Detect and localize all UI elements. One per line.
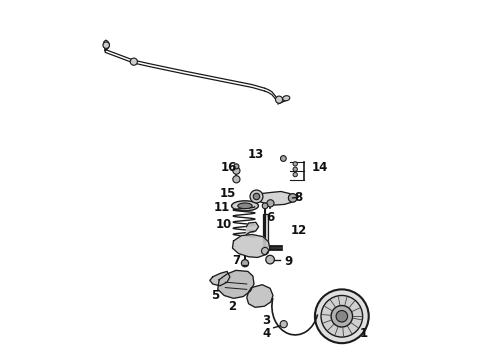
Polygon shape <box>210 271 230 286</box>
Text: 10: 10 <box>216 218 232 231</box>
Circle shape <box>253 193 260 200</box>
Text: 4: 4 <box>262 327 270 340</box>
Circle shape <box>262 247 269 255</box>
Ellipse shape <box>232 201 258 211</box>
Polygon shape <box>218 270 254 298</box>
Ellipse shape <box>283 96 290 101</box>
Polygon shape <box>232 234 270 257</box>
Circle shape <box>233 167 240 174</box>
Polygon shape <box>247 285 273 307</box>
Text: 14: 14 <box>312 161 328 174</box>
Circle shape <box>130 58 137 65</box>
Circle shape <box>234 164 239 169</box>
Circle shape <box>331 306 353 327</box>
Text: 6: 6 <box>266 211 274 224</box>
Circle shape <box>242 260 248 267</box>
Circle shape <box>280 156 286 161</box>
Circle shape <box>262 203 268 209</box>
Text: 16: 16 <box>221 161 238 174</box>
Circle shape <box>250 190 263 203</box>
Bar <box>263 214 268 246</box>
Polygon shape <box>246 222 259 234</box>
Circle shape <box>280 320 287 328</box>
Circle shape <box>293 172 297 177</box>
Circle shape <box>267 200 274 207</box>
Text: 2: 2 <box>228 300 237 313</box>
Text: 8: 8 <box>294 192 303 204</box>
Circle shape <box>293 167 297 171</box>
Text: 3: 3 <box>263 314 270 327</box>
Polygon shape <box>256 192 294 205</box>
Circle shape <box>315 289 368 343</box>
Text: 1: 1 <box>359 327 368 340</box>
Circle shape <box>336 311 347 322</box>
Text: 5: 5 <box>212 289 220 302</box>
Ellipse shape <box>238 203 252 209</box>
Text: 12: 12 <box>291 224 307 237</box>
Circle shape <box>275 96 283 103</box>
Circle shape <box>293 162 297 166</box>
Text: 7: 7 <box>232 254 241 267</box>
Text: 11: 11 <box>214 201 230 214</box>
Circle shape <box>289 194 297 202</box>
Circle shape <box>103 42 109 48</box>
Text: 9: 9 <box>284 255 292 268</box>
Circle shape <box>233 176 240 183</box>
Circle shape <box>321 296 363 337</box>
Text: 13: 13 <box>247 148 264 161</box>
Circle shape <box>266 255 274 264</box>
Text: 15: 15 <box>220 187 236 200</box>
